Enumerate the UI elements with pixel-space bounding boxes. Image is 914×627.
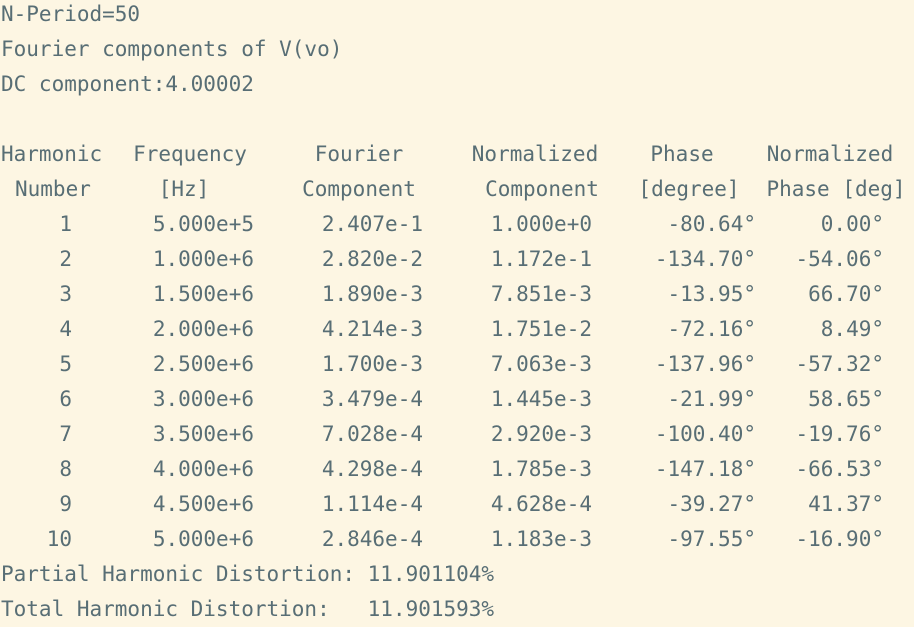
cell-normalized-component: 1.445e-3 <box>490 387 592 411</box>
cell-frequency: 5.000e+5 <box>152 212 254 236</box>
cell-phase: -13.95° <box>667 282 756 306</box>
cell-normalized-phase: 58.65° <box>808 387 884 411</box>
total-harmonic-distortion: Total Harmonic Distortion: 11.901593% <box>1 597 495 621</box>
header-normalized-phase-line1: Normalized <box>766 142 894 166</box>
cell-frequency: 4.000e+6 <box>152 457 254 481</box>
cell-normalized-component: 1.785e-3 <box>490 457 592 481</box>
cell-fourier-component: 7.028e-4 <box>321 422 423 446</box>
cell-frequency: 5.000e+6 <box>152 527 254 551</box>
cell-frequency: 4.500e+6 <box>152 492 254 516</box>
cell-normalized-component: 7.851e-3 <box>490 282 592 306</box>
cell-frequency: 3.000e+6 <box>152 387 254 411</box>
cell-normalized-phase: 8.49° <box>820 317 884 341</box>
cell-harmonic-number: 1 <box>59 212 72 236</box>
cell-harmonic-number: 2 <box>59 247 72 271</box>
cell-fourier-component: 4.214e-3 <box>321 317 423 341</box>
header-fourier-component-line1: Fourier <box>314 142 404 166</box>
cell-phase: -39.27° <box>667 492 756 516</box>
cell-frequency: 1.000e+6 <box>152 247 254 271</box>
header-phase-line2: [degree] <box>638 177 740 201</box>
cell-normalized-component: 2.920e-3 <box>490 422 592 446</box>
cell-phase: -21.99° <box>667 387 756 411</box>
header-normalized-component-line1: Normalized <box>471 142 599 166</box>
cell-harmonic-number: 9 <box>59 492 72 516</box>
cell-normalized-component: 1.172e-1 <box>490 247 592 271</box>
cell-fourier-component: 2.846e-4 <box>321 527 423 551</box>
cell-fourier-component: 2.820e-2 <box>321 247 423 271</box>
cell-frequency: 2.000e+6 <box>152 317 254 341</box>
header-fourier-component-line2: Component <box>302 177 416 201</box>
dc-component-line: DC component:4.00002 <box>1 72 254 96</box>
cell-harmonic-number: 7 <box>59 422 72 446</box>
cell-harmonic-number: 3 <box>59 282 72 306</box>
cell-phase: -137.96° <box>654 352 756 376</box>
cell-normalized-phase: 66.70° <box>808 282 884 306</box>
header-phase-line1: Phase <box>650 142 714 166</box>
fourier-title-line: Fourier components of V(vo) <box>1 37 343 61</box>
cell-harmonic-number: 8 <box>59 457 72 481</box>
header-frequency-line1: Frequency <box>133 142 247 166</box>
cell-phase: -72.16° <box>667 317 756 341</box>
cell-phase: -134.70° <box>654 247 756 271</box>
cell-fourier-component: 1.890e-3 <box>321 282 423 306</box>
cell-harmonic-number: 4 <box>59 317 72 341</box>
cell-fourier-component: 1.700e-3 <box>321 352 423 376</box>
cell-harmonic-number: 6 <box>59 387 72 411</box>
cell-fourier-component: 3.479e-4 <box>321 387 423 411</box>
cell-normalized-component: 4.628e-4 <box>490 492 592 516</box>
n-period-line: N-Period=50 <box>1 2 141 26</box>
cell-harmonic-number: 5 <box>59 352 72 376</box>
cell-phase: -147.18° <box>654 457 756 481</box>
cell-normalized-phase: -66.53° <box>795 457 884 481</box>
cell-fourier-component: 1.114e-4 <box>321 492 423 516</box>
cell-normalized-phase: 0.00° <box>820 212 884 236</box>
header-normalized-phase-line2: Phase [deg] <box>766 177 906 201</box>
header-harmonic-number-line2: Number <box>15 177 91 201</box>
cell-harmonic-number: 10 <box>46 527 72 551</box>
cell-fourier-component: 4.298e-4 <box>321 457 423 481</box>
cell-phase: -80.64° <box>667 212 756 236</box>
cell-normalized-phase: 41.37° <box>808 492 884 516</box>
cell-frequency: 2.500e+6 <box>152 352 254 376</box>
cell-fourier-component: 2.407e-1 <box>321 212 423 236</box>
cell-normalized-component: 1.000e+0 <box>490 212 592 236</box>
header-harmonic-number-line1: Harmonic <box>1 142 103 166</box>
header-frequency-line2: [Hz] <box>158 177 210 201</box>
cell-normalized-phase: -54.06° <box>795 247 884 271</box>
partial-harmonic-distortion: Partial Harmonic Distortion: 11.901104% <box>1 562 495 586</box>
cell-normalized-phase: -16.90° <box>795 527 884 551</box>
header-normalized-component-line2: Component <box>485 177 599 201</box>
cell-normalized-phase: -57.32° <box>795 352 884 376</box>
cell-normalized-phase: -19.76° <box>795 422 884 446</box>
cell-normalized-component: 1.183e-3 <box>490 527 592 551</box>
cell-frequency: 3.500e+6 <box>152 422 254 446</box>
cell-frequency: 1.500e+6 <box>152 282 254 306</box>
cell-normalized-component: 7.063e-3 <box>490 352 592 376</box>
cell-phase: -97.55° <box>667 527 756 551</box>
cell-normalized-component: 1.751e-2 <box>490 317 592 341</box>
cell-phase: -100.40° <box>654 422 756 446</box>
